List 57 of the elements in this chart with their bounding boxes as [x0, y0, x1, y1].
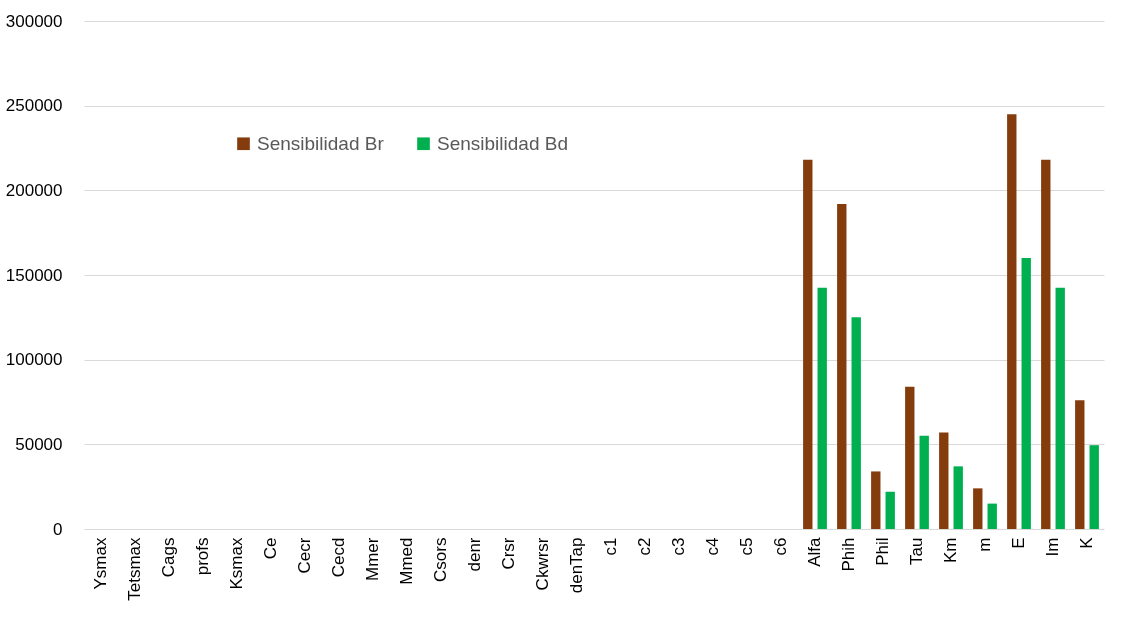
- x-tick-label: c5: [737, 537, 756, 556]
- y-tick-label: 0: [53, 519, 63, 539]
- bar: [905, 386, 915, 529]
- x-tick-label: Ckwrsr: [533, 537, 552, 591]
- x-tick-label: Tetsmax: [125, 537, 144, 601]
- y-tick-label: 250000: [5, 96, 63, 116]
- x-tick-label: E: [1009, 537, 1028, 549]
- bar: [885, 491, 895, 529]
- x-tick-label: denr: [465, 537, 484, 572]
- x-tick-label: denTap: [567, 537, 586, 594]
- bar: [1021, 258, 1031, 529]
- x-tick-label: Crsr: [499, 537, 518, 570]
- legend-label: Sensibilidad Bd: [437, 132, 568, 154]
- bar: [1089, 445, 1099, 529]
- bar: [803, 159, 813, 529]
- x-tick-label: Cags: [159, 537, 178, 578]
- x-tick-label: c2: [635, 537, 654, 556]
- x-tick-label: c6: [771, 537, 790, 556]
- x-tick-label: c4: [703, 537, 722, 556]
- x-tick-label: Im: [1043, 537, 1062, 557]
- x-tick-label: Mmer: [363, 537, 382, 581]
- bar: [817, 287, 827, 529]
- x-tick-label: Phil: [873, 537, 892, 566]
- bar: [871, 471, 881, 529]
- x-tick-label: Alfa: [805, 536, 824, 567]
- bar: [837, 203, 847, 529]
- x-tick-label: Km: [941, 537, 960, 563]
- x-tick-label: profs: [193, 537, 212, 576]
- legend-label: Sensibilidad Br: [257, 132, 385, 154]
- x-tick-label: Ksmax: [227, 537, 246, 590]
- bar: [1041, 159, 1051, 529]
- x-tick-label: Cecr: [295, 537, 314, 574]
- x-tick-label: Tau: [907, 537, 926, 565]
- y-tick-label: 200000: [5, 180, 63, 200]
- bar: [939, 432, 949, 529]
- x-tick-label: c3: [669, 537, 688, 556]
- x-tick-label: Ce: [261, 537, 280, 560]
- bar: [1075, 400, 1085, 529]
- bar: [851, 317, 861, 529]
- x-tick-label: Cecd: [329, 537, 348, 578]
- bar: [1007, 114, 1017, 529]
- x-tick-label: Mmed: [397, 537, 416, 585]
- bar: [953, 466, 963, 529]
- bar: [987, 503, 997, 529]
- x-tick-label: Ysmax: [91, 537, 110, 590]
- x-tick-label: c1: [601, 537, 620, 556]
- x-tick-label: Csors: [431, 537, 450, 582]
- x-tick-label: m: [975, 537, 994, 552]
- y-tick-label: 100000: [5, 350, 63, 370]
- x-tick-label: Phih: [839, 537, 858, 572]
- x-tick-label: K: [1077, 536, 1096, 549]
- y-tick-label: 300000: [5, 11, 63, 31]
- y-tick-label: 50000: [15, 434, 63, 454]
- bar: [919, 435, 929, 529]
- bar: [1055, 287, 1065, 529]
- bar: [973, 488, 983, 529]
- y-tick-label: 150000: [5, 265, 63, 285]
